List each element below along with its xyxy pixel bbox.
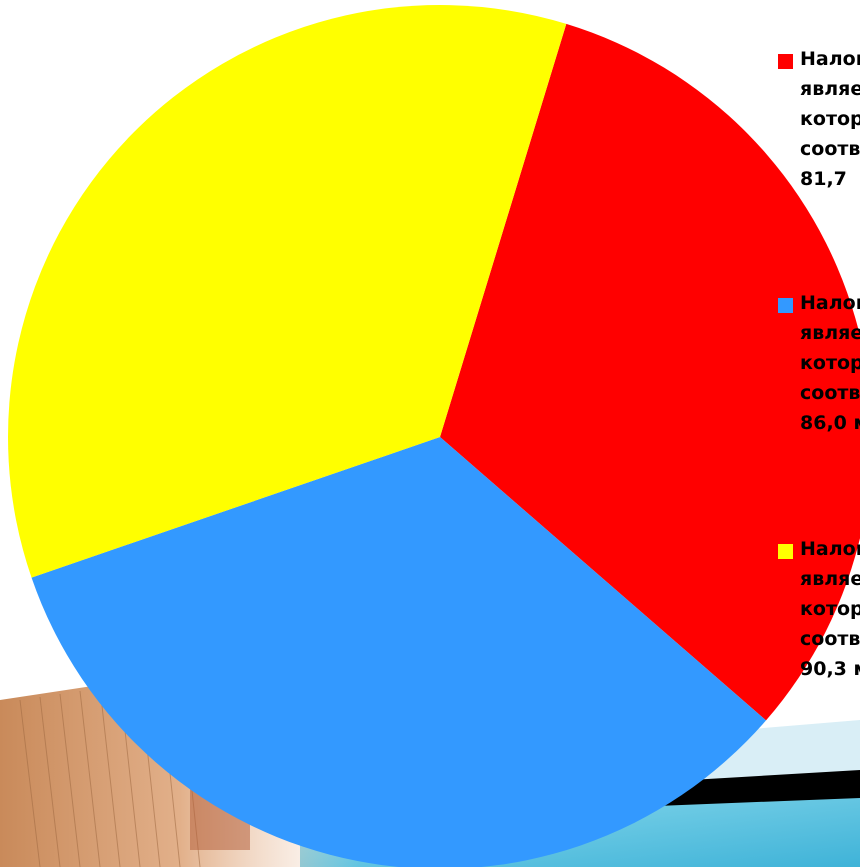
legend-value: 90,3 м: [800, 658, 860, 680]
pie-chart: [8, 5, 860, 867]
pie-slice-1: [440, 23, 860, 721]
legend-line: Налог: [800, 538, 860, 560]
legend-swatch: [778, 298, 793, 313]
legend-value: 81,7: [800, 168, 847, 190]
pie-slice-2: [31, 437, 767, 867]
legend-swatch: [778, 54, 793, 69]
legend-line: соотв: [800, 382, 860, 404]
legend-line: Налог: [800, 48, 860, 70]
legend-line: котор: [800, 598, 860, 620]
legend-line: являет: [800, 78, 860, 100]
legend-line: соотв: [800, 138, 860, 160]
legend-line: являет: [800, 568, 860, 590]
legend-swatch: [778, 544, 793, 559]
legend-line: Налог: [800, 292, 860, 314]
legend-line: являет: [800, 322, 860, 344]
legend-value: 86,0 м: [800, 412, 860, 434]
legend-line: соотв: [800, 628, 860, 650]
legend-line: котор: [800, 108, 860, 130]
legend-line: котор: [800, 352, 860, 374]
pie-slice-3: [8, 5, 567, 578]
